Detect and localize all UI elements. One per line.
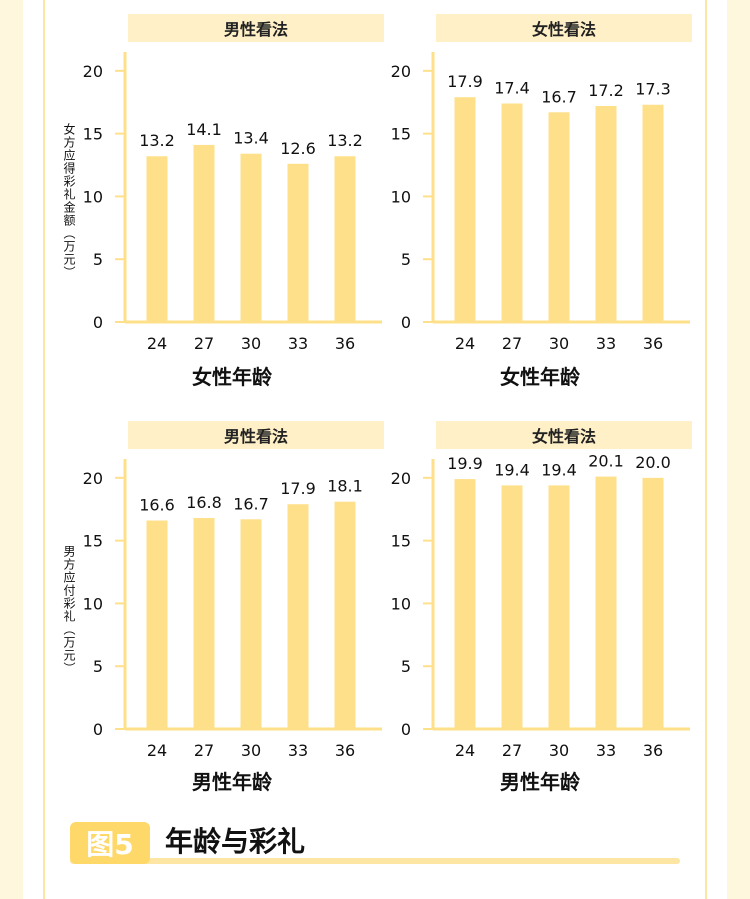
x-tick-label: 36 bbox=[335, 741, 355, 760]
y-tick-label: 15 bbox=[391, 125, 411, 144]
bar bbox=[240, 153, 262, 322]
data-label: 13.4 bbox=[233, 129, 269, 148]
bar bbox=[193, 518, 215, 729]
x-axis-title: 男性年龄 bbox=[192, 770, 273, 794]
x-tick-label: 27 bbox=[502, 334, 522, 353]
x-tick-label: 27 bbox=[502, 741, 522, 760]
x-axis-title: 男性年龄 bbox=[500, 770, 581, 794]
data-label: 16.7 bbox=[541, 87, 577, 106]
data-label: 17.9 bbox=[280, 479, 316, 498]
data-label: 20.1 bbox=[588, 452, 624, 471]
data-label: 19.9 bbox=[447, 454, 483, 473]
x-tick-label: 33 bbox=[288, 334, 308, 353]
data-label: 13.2 bbox=[327, 131, 363, 150]
x-tick-label: 33 bbox=[596, 334, 616, 353]
data-label: 20.0 bbox=[635, 453, 671, 472]
data-label: 17.4 bbox=[494, 78, 530, 97]
x-tick-label: 24 bbox=[455, 334, 475, 353]
bar bbox=[334, 156, 356, 322]
data-label: 17.2 bbox=[588, 81, 624, 100]
bar bbox=[501, 103, 523, 322]
bar bbox=[595, 106, 617, 322]
data-label: 19.4 bbox=[541, 460, 577, 479]
bar bbox=[287, 163, 309, 322]
data-label: 14.1 bbox=[186, 120, 222, 139]
x-tick-label: 27 bbox=[194, 741, 214, 760]
data-label: 16.7 bbox=[233, 494, 269, 513]
bar bbox=[548, 485, 570, 729]
y-tick-label: 20 bbox=[83, 469, 103, 488]
chart-2-title: 女性看法 bbox=[436, 14, 692, 42]
bar bbox=[334, 501, 356, 729]
x-tick-label: 36 bbox=[335, 334, 355, 353]
data-label: 16.6 bbox=[139, 496, 175, 515]
y-tick-label: 20 bbox=[391, 62, 411, 81]
y-tick-label: 15 bbox=[83, 532, 103, 551]
frame-border-left bbox=[43, 0, 45, 899]
y-tick-label: 10 bbox=[391, 594, 411, 613]
x-tick-label: 33 bbox=[288, 741, 308, 760]
y-tick-label: 20 bbox=[83, 62, 103, 81]
y-tick-label: 5 bbox=[93, 250, 103, 269]
bar bbox=[454, 479, 476, 729]
y-tick-label: 5 bbox=[401, 250, 411, 269]
x-axis-title: 女性年龄 bbox=[500, 365, 581, 389]
bar bbox=[193, 144, 215, 322]
y-tick-label: 10 bbox=[391, 187, 411, 206]
data-label: 13.2 bbox=[139, 131, 175, 150]
bar bbox=[146, 520, 168, 729]
chart-1-title: 男性看法 bbox=[128, 14, 384, 42]
y-tick-label: 0 bbox=[401, 313, 411, 332]
x-tick-label: 24 bbox=[147, 741, 167, 760]
bar bbox=[240, 519, 262, 729]
y-tick-label: 20 bbox=[391, 469, 411, 488]
x-tick-label: 33 bbox=[596, 741, 616, 760]
y-axis-label-top: 女方应得彩礼金额（万元） bbox=[62, 123, 76, 279]
bar bbox=[146, 156, 168, 322]
bar bbox=[595, 476, 617, 729]
frame-border-right bbox=[705, 0, 707, 899]
x-tick-label: 30 bbox=[549, 741, 569, 760]
data-label: 18.1 bbox=[327, 477, 363, 496]
x-axis-title: 女性年龄 bbox=[192, 365, 273, 389]
data-label: 12.6 bbox=[280, 139, 316, 158]
figure-underline bbox=[70, 858, 680, 864]
y-tick-label: 10 bbox=[83, 594, 103, 613]
y-tick-label: 0 bbox=[93, 720, 103, 739]
data-label: 19.4 bbox=[494, 460, 530, 479]
bar bbox=[642, 104, 664, 322]
bar bbox=[642, 477, 664, 729]
bar bbox=[548, 112, 570, 322]
x-tick-label: 24 bbox=[147, 334, 167, 353]
chart-4-title: 女性看法 bbox=[436, 421, 692, 449]
bar bbox=[501, 485, 523, 729]
figure-badge: 图5 bbox=[70, 822, 150, 864]
data-label: 17.9 bbox=[447, 72, 483, 91]
y-tick-label: 5 bbox=[401, 657, 411, 676]
y-axis-label-bottom: 男方应付彩礼（万元） bbox=[62, 545, 76, 675]
figure-title: 年龄与彩礼 bbox=[165, 825, 306, 858]
data-label: 16.8 bbox=[186, 493, 222, 512]
bar bbox=[454, 97, 476, 322]
y-tick-label: 5 bbox=[93, 657, 103, 676]
y-tick-label: 15 bbox=[83, 125, 103, 144]
y-tick-label: 0 bbox=[401, 720, 411, 739]
x-tick-label: 24 bbox=[455, 741, 475, 760]
x-tick-label: 30 bbox=[241, 741, 261, 760]
y-tick-label: 10 bbox=[83, 187, 103, 206]
x-tick-label: 27 bbox=[194, 334, 214, 353]
bar bbox=[287, 504, 309, 729]
data-label: 17.3 bbox=[635, 80, 671, 99]
y-tick-label: 0 bbox=[93, 313, 103, 332]
x-tick-label: 36 bbox=[643, 334, 663, 353]
x-tick-label: 36 bbox=[643, 741, 663, 760]
x-tick-label: 30 bbox=[241, 334, 261, 353]
y-tick-label: 15 bbox=[391, 532, 411, 551]
x-tick-label: 30 bbox=[549, 334, 569, 353]
chart-3-title: 男性看法 bbox=[128, 421, 384, 449]
